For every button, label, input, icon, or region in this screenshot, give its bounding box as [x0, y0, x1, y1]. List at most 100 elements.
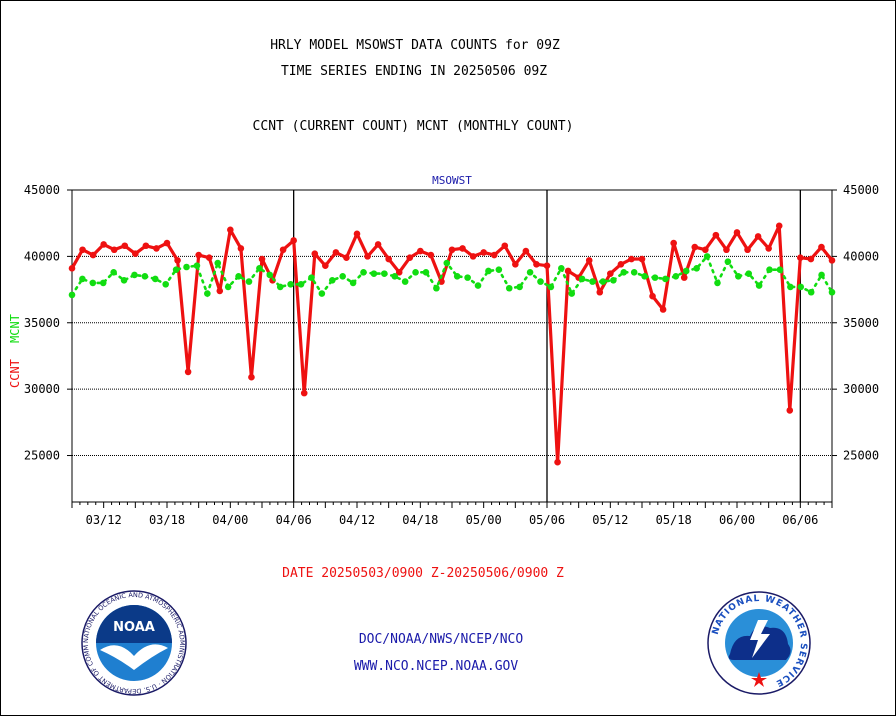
ccnt-point	[480, 249, 487, 256]
ccnt-point	[132, 250, 139, 258]
ccnt-point	[596, 288, 604, 296]
ccnt-point	[807, 255, 815, 263]
ccnt-point	[237, 245, 245, 252]
ccnt-point	[79, 246, 86, 254]
chart-title-line1: HRLY MODEL MSOWST DATA COUNTS for 09Z	[270, 38, 560, 53]
ccnt-point	[659, 306, 667, 313]
mcnt-point	[453, 272, 461, 280]
mcnt-point	[131, 271, 138, 279]
ccnt-point	[638, 255, 646, 263]
mcnt-point	[224, 283, 232, 291]
ccnt-point	[617, 261, 625, 268]
mcnt-point	[193, 262, 201, 269]
mcnt-point	[120, 276, 128, 284]
chart-subtitle: CCNT (CURRENT COUNT) MCNT (MONTHLY COUNT…	[252, 119, 574, 134]
mcnt-point	[693, 265, 700, 272]
mcnt-point	[495, 266, 503, 273]
ccnt-point	[775, 222, 783, 230]
xtick-label: 06/06	[782, 513, 818, 527]
ytick-label-right: 45000	[843, 183, 879, 197]
ccnt-point	[680, 274, 688, 281]
mcnt-point	[755, 282, 763, 289]
xtick-label: 04/06	[276, 513, 312, 527]
ccnt-point	[300, 389, 308, 397]
mcnt-point	[276, 283, 284, 291]
ccnt-point	[607, 270, 614, 277]
ytick-label-right: 30000	[843, 382, 879, 396]
mcnt-point	[641, 272, 648, 280]
mcnt-point	[308, 274, 315, 281]
ytick-label-left: 40000	[24, 249, 60, 263]
org-path-link[interactable]: DOC/NOAA/NWS/NCEP/NCO	[358, 632, 524, 647]
xtick-label: 05/00	[466, 513, 502, 527]
mcnt-point	[558, 265, 565, 272]
mcnt-series	[68, 253, 836, 299]
ccnt-point	[459, 245, 466, 252]
ccnt-point	[364, 253, 371, 260]
date-range: DATE 20250503/0900 Z-20250506/0900 Z	[282, 566, 564, 581]
mcnt-point	[797, 283, 805, 291]
ccnt-point	[543, 262, 551, 269]
ccnt-point	[174, 257, 181, 264]
mcnt-line	[70, 253, 834, 298]
mcnt-point	[828, 288, 836, 296]
ccnt-point	[490, 251, 498, 259]
mcnt-point	[578, 275, 586, 283]
mcnt-point	[370, 270, 378, 277]
ccnt-point	[818, 243, 825, 251]
mcnt-point	[412, 269, 419, 276]
mcnt-point	[485, 267, 492, 275]
ccnt-point	[649, 292, 656, 300]
ccnt-point	[786, 407, 794, 414]
mcnt-point	[110, 269, 117, 276]
mcnt-point	[682, 267, 690, 275]
ccnt-point	[195, 251, 202, 259]
nws-logo: NATIONAL WEATHER SERVICE	[707, 591, 811, 695]
xtick-label: 05/18	[656, 513, 692, 527]
ccnt-point	[121, 242, 129, 250]
xtick-label: 04/00	[212, 513, 248, 527]
ccnt-point	[374, 241, 382, 248]
mcnt-point	[318, 290, 326, 297]
ytick-label-left: 35000	[24, 316, 60, 330]
ccnt-line	[70, 224, 834, 464]
ccnt-point	[628, 255, 635, 263]
mcnt-point	[766, 266, 773, 273]
mcnt-point	[651, 274, 659, 281]
ccnt-point	[512, 261, 519, 268]
mcnt-point	[537, 278, 544, 285]
mcnt-point	[433, 284, 440, 292]
chart-title-line2: TIME SERIES ENDING IN 20250506 09Z	[280, 64, 548, 79]
ccnt-point	[353, 230, 361, 238]
ccnt-point	[522, 247, 530, 255]
ccnt-point	[797, 254, 804, 262]
ytick-label-left: 25000	[24, 449, 60, 463]
mcnt-point	[526, 269, 534, 276]
xtick-label: 04/12	[339, 513, 375, 527]
mcnt-point	[589, 278, 596, 285]
ccnt-point	[733, 229, 741, 236]
mcnt-point	[787, 283, 794, 291]
mcnt-point	[703, 253, 711, 260]
mcnt-point	[287, 280, 294, 288]
mcnt-point	[620, 269, 628, 276]
mcnt-point	[256, 265, 263, 272]
mcnt-point	[235, 272, 242, 280]
mcnt-point	[349, 279, 357, 287]
mcnt-point	[89, 279, 97, 287]
ylabel-ccnt: CCNT	[8, 359, 22, 388]
ccnt-point	[216, 287, 224, 295]
ccnt-point	[332, 249, 340, 256]
mcnt-point	[151, 275, 159, 283]
ccnt-point	[142, 242, 150, 250]
mcnt-point	[807, 288, 815, 296]
mcnt-point	[464, 274, 471, 281]
website-link[interactable]: WWW.NCO.NCEP.NOAA.GOV	[353, 659, 519, 674]
ccnt-point	[385, 255, 392, 263]
ccnt-point	[322, 262, 329, 269]
mcnt-point	[68, 291, 76, 299]
mcnt-point	[724, 258, 732, 265]
mcnt-point	[162, 280, 169, 288]
ccnt-point	[554, 458, 561, 466]
